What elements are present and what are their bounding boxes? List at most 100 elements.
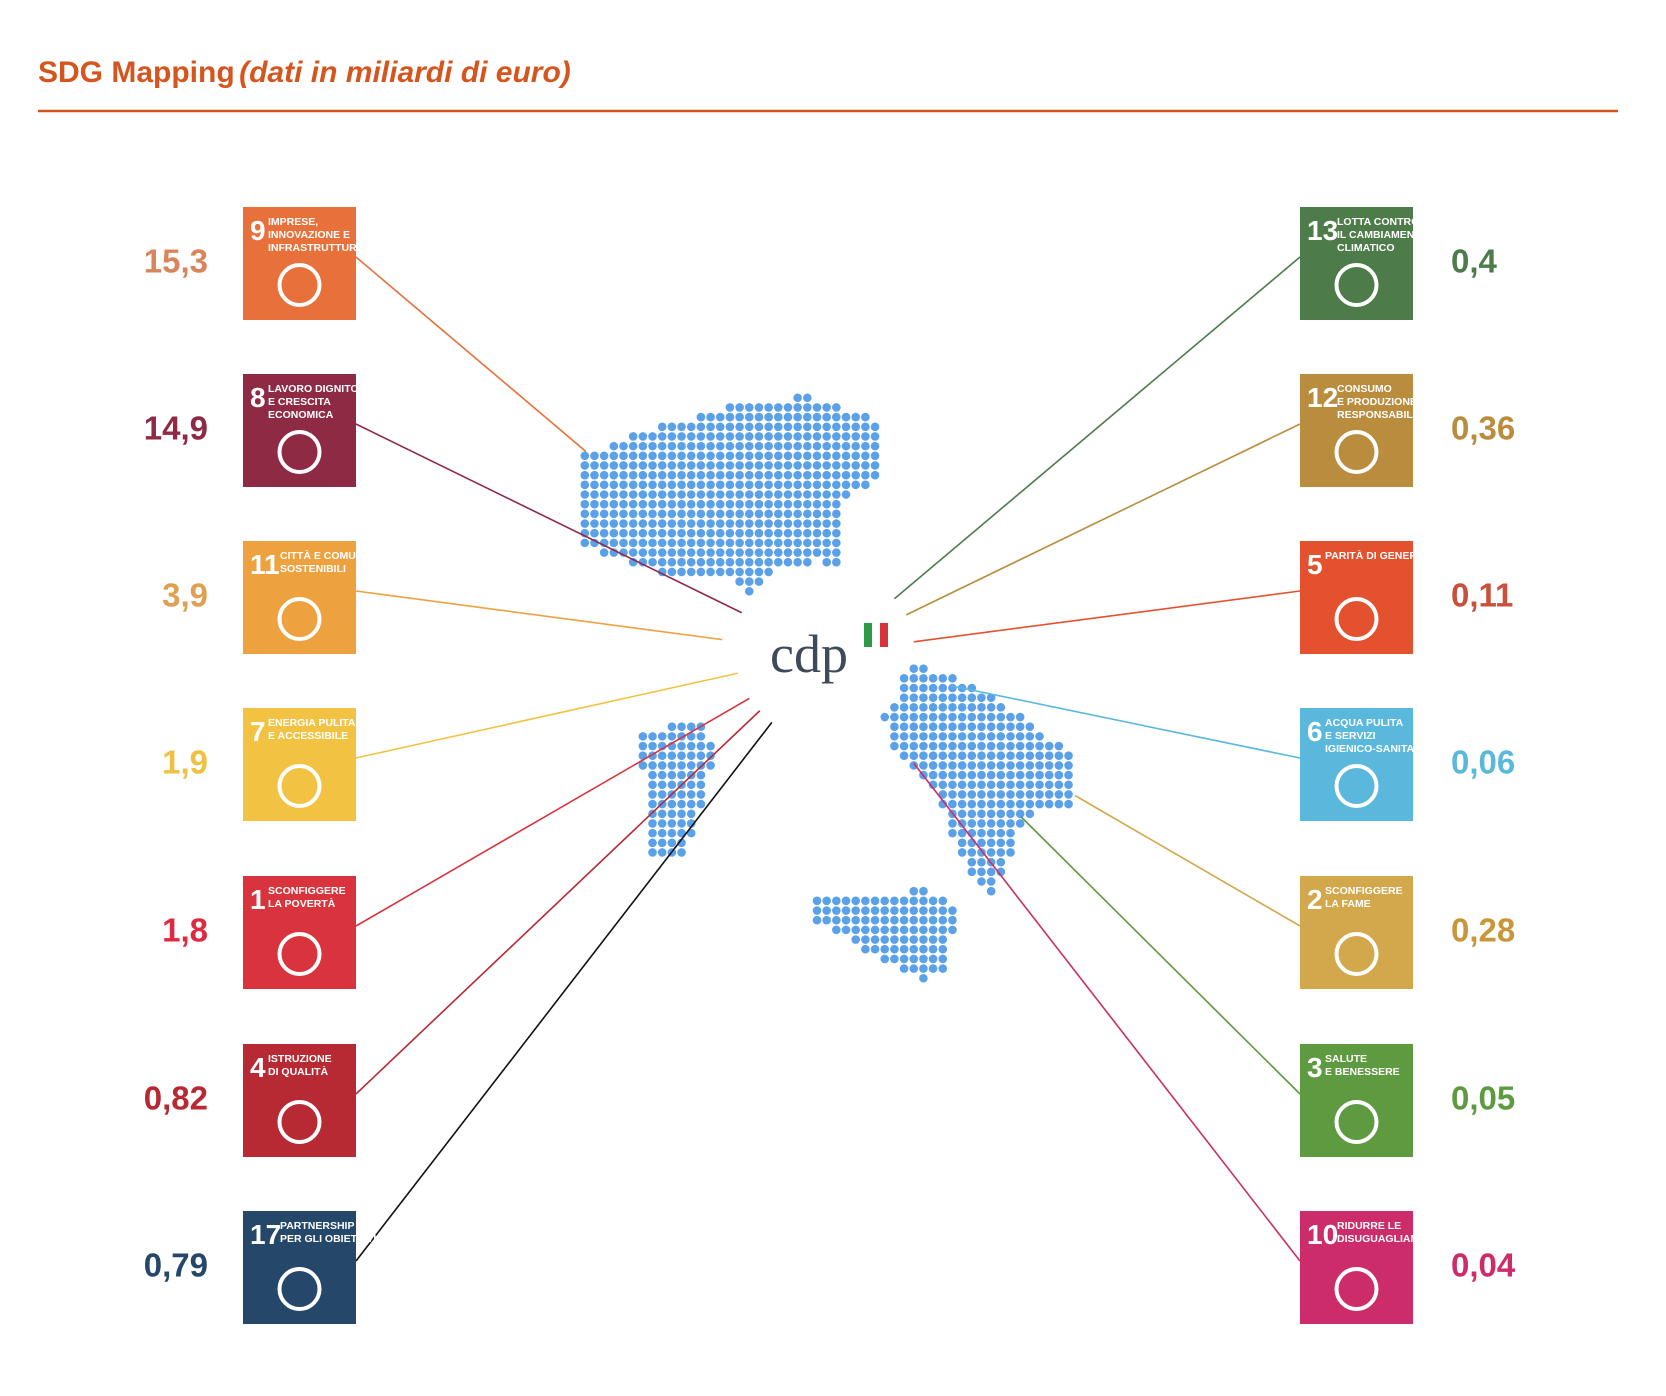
map-dot bbox=[909, 751, 919, 761]
map-dot bbox=[851, 441, 860, 451]
goal-number: 7 bbox=[250, 716, 266, 747]
map-dot bbox=[706, 480, 715, 490]
map-dot bbox=[657, 809, 667, 819]
map-dot bbox=[677, 499, 686, 509]
map-dot bbox=[986, 790, 996, 799]
logo-circle bbox=[735, 570, 899, 734]
map-dot bbox=[580, 538, 590, 548]
map-dot bbox=[1015, 751, 1025, 761]
map-dot bbox=[1054, 780, 1064, 790]
map-dot bbox=[948, 819, 957, 828]
map-dot bbox=[599, 499, 609, 509]
map-dot bbox=[667, 761, 677, 770]
map-dot bbox=[764, 480, 773, 490]
map-dot bbox=[803, 470, 812, 480]
map-dot bbox=[1006, 770, 1015, 780]
map-dot bbox=[977, 712, 986, 722]
goal-label: LAVORO DIGNITOSO bbox=[268, 383, 374, 395]
goal-value: 15,3 bbox=[144, 243, 208, 280]
map-dot bbox=[948, 780, 957, 790]
map-dot bbox=[657, 790, 667, 799]
map-dot bbox=[870, 451, 880, 461]
map-dot bbox=[909, 935, 919, 944]
map-dot bbox=[715, 470, 725, 480]
map-dot bbox=[832, 470, 841, 480]
map-dot bbox=[744, 412, 754, 422]
map-dot bbox=[919, 722, 928, 731]
map-dot bbox=[686, 780, 696, 790]
map-dot bbox=[996, 857, 1006, 867]
map-dot bbox=[657, 548, 667, 557]
map-dot bbox=[861, 915, 870, 925]
map-dot bbox=[677, 790, 686, 799]
map-dot bbox=[996, 828, 1006, 838]
goal-value: 0,28 bbox=[1451, 912, 1515, 949]
map-dot bbox=[706, 741, 715, 751]
map-dot bbox=[938, 770, 948, 780]
map-dot bbox=[793, 461, 802, 470]
goal-icon bbox=[277, 1267, 322, 1311]
map-dot bbox=[870, 925, 880, 935]
map-dot bbox=[793, 509, 802, 519]
map-dot bbox=[1035, 790, 1044, 799]
map-dot bbox=[812, 896, 822, 906]
goal-number: 2 bbox=[1307, 884, 1323, 915]
goal-number: 17 bbox=[250, 1219, 281, 1250]
map-dot bbox=[996, 761, 1006, 770]
goal-label: CITTÀ E COMUNITÀ bbox=[280, 549, 381, 562]
map-dot bbox=[909, 722, 919, 731]
map-dot bbox=[967, 703, 977, 712]
map-dot bbox=[648, 828, 657, 838]
map-dot bbox=[580, 470, 590, 480]
map-dot bbox=[628, 432, 638, 441]
map-dot bbox=[986, 809, 996, 819]
map-dot bbox=[986, 867, 996, 877]
map-dot bbox=[793, 480, 802, 490]
map-dot bbox=[909, 761, 919, 770]
map-dot bbox=[909, 712, 919, 722]
map-dot bbox=[986, 751, 996, 761]
map-dot bbox=[706, 470, 715, 480]
map-dot bbox=[803, 461, 812, 470]
map-dot bbox=[803, 538, 812, 548]
map-dot bbox=[938, 935, 948, 944]
map-dot bbox=[686, 432, 696, 441]
map-dot bbox=[764, 403, 773, 412]
map-dot bbox=[590, 509, 599, 519]
goal-value: 0,05 bbox=[1451, 1080, 1515, 1117]
map-dot bbox=[890, 906, 899, 915]
map-dot bbox=[1064, 799, 1073, 809]
map-dot bbox=[822, 451, 831, 461]
map-dot bbox=[677, 770, 686, 780]
map-dot bbox=[599, 548, 609, 557]
map-dot bbox=[1006, 732, 1015, 741]
map-dot bbox=[696, 490, 706, 499]
map-dot bbox=[909, 964, 919, 973]
goal-label: IL CAMBIAMENTO bbox=[1337, 229, 1429, 241]
map-dot bbox=[899, 712, 909, 722]
map-dot bbox=[764, 548, 773, 557]
map-dot bbox=[938, 944, 948, 954]
map-dot bbox=[996, 819, 1006, 828]
map-dot bbox=[725, 422, 735, 432]
map-dot bbox=[996, 838, 1006, 848]
map-dot bbox=[1025, 799, 1035, 809]
map-dot bbox=[880, 935, 890, 944]
map-dot bbox=[657, 751, 667, 761]
map-dot bbox=[764, 441, 773, 451]
map-dot bbox=[774, 499, 783, 509]
map-dot bbox=[706, 538, 715, 548]
map-dot bbox=[957, 790, 967, 799]
map-dot bbox=[677, 509, 686, 519]
map-dot bbox=[928, 703, 938, 712]
map-dot bbox=[928, 964, 938, 973]
map-dot bbox=[938, 906, 948, 915]
map-dot bbox=[706, 490, 715, 499]
map-dot bbox=[774, 528, 783, 538]
map-dot bbox=[735, 422, 744, 432]
map-dot bbox=[986, 848, 996, 857]
map-dot bbox=[919, 751, 928, 761]
map-dot bbox=[1015, 722, 1025, 731]
